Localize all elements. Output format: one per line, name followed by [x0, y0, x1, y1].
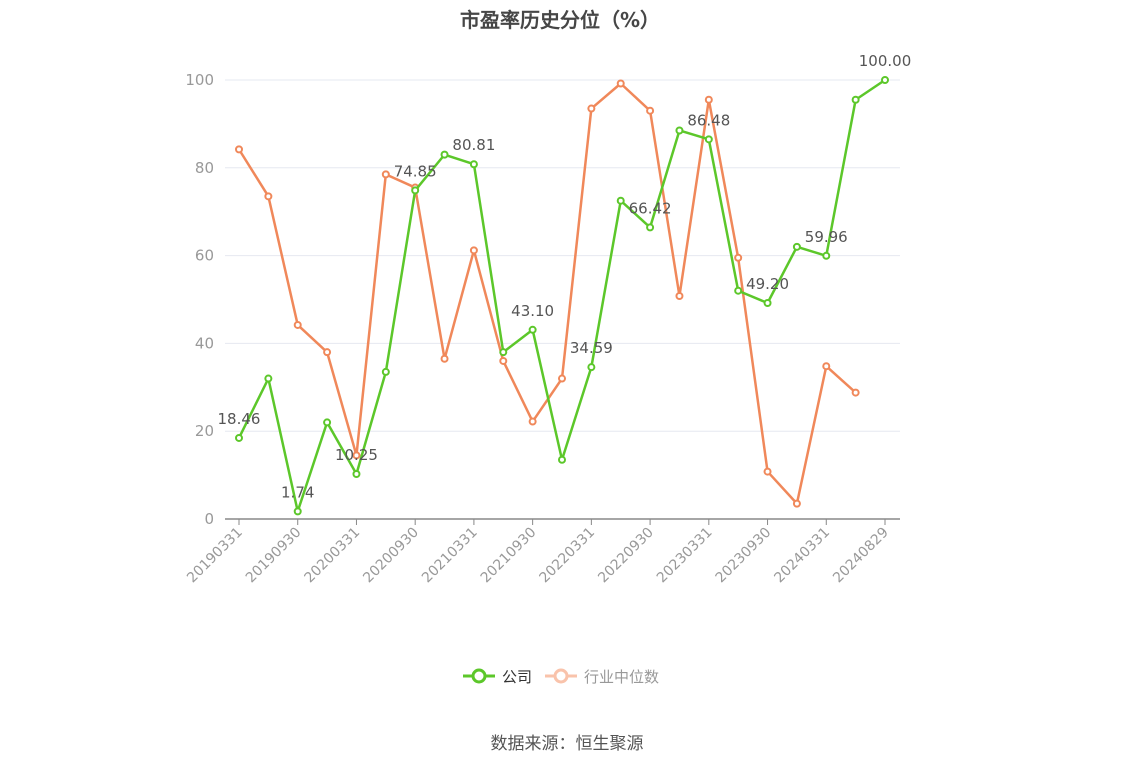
data-point-industry [734, 253, 743, 262]
data-point-company [411, 186, 420, 195]
data-point-company [235, 433, 243, 442]
legend-industry-label: 行业中位数 [584, 667, 660, 686]
data-point-company [499, 348, 508, 357]
x-tick-label: 20190331 [184, 525, 246, 587]
x-tick-label: 20220331 [536, 525, 598, 587]
data-point-company [822, 251, 831, 260]
data-point-company [792, 242, 801, 251]
data-point-company [616, 196, 625, 205]
data-point-company [704, 135, 713, 144]
y-tick-label: 40 [195, 334, 214, 352]
data-point-company [440, 150, 449, 159]
x-tick-label: 20220930 [595, 525, 657, 587]
data-point-industry [293, 320, 302, 329]
data-labels: 18.46 1.74 10.25 74.85 80.81 43.10 34.59 66.42 8… [218, 52, 912, 501]
data-point-industry [851, 388, 860, 397]
data-label: 74.85 [394, 162, 437, 180]
data-point-industry [235, 145, 243, 154]
x-tick-label: 20210930 [478, 525, 540, 587]
data-label: 18.46 [218, 410, 261, 428]
y-tick-label: 20 [195, 422, 214, 440]
series-line-industry [237, 82, 857, 505]
data-point-company [646, 223, 655, 232]
legend-item-company[interactable]: 公司 [462, 666, 532, 687]
data-point-industry [352, 451, 361, 460]
data-point-company [352, 470, 361, 479]
data-point-industry [704, 95, 713, 104]
data-point-industry [587, 104, 596, 113]
data-label: 59.96 [805, 228, 848, 246]
legend: 公司 行业中位数 [462, 664, 671, 688]
series-group [235, 76, 889, 516]
data-point-company [528, 325, 537, 334]
x-axis: 2019033120190930202003312020093020210331… [184, 518, 900, 587]
data-label: 49.20 [746, 275, 789, 293]
data-point-industry [558, 374, 566, 383]
legend-item-industry[interactable]: 行业中位数 [544, 666, 659, 687]
data-point-industry [499, 356, 508, 365]
legend-industry-marker-icon [545, 668, 578, 684]
data-point-industry [440, 354, 449, 363]
data-point-industry [792, 499, 801, 508]
data-label: 80.81 [452, 136, 495, 154]
data-point-industry [675, 291, 684, 300]
x-tick-label: 20230331 [654, 525, 716, 587]
data-label: 43.10 [511, 302, 554, 320]
x-tick-label: 20230930 [713, 525, 775, 587]
x-tick-label: 20190930 [243, 525, 305, 587]
chart-title: 市盈率历史分位（%） [459, 8, 661, 32]
data-point-industry [264, 192, 273, 201]
grid-lines [225, 79, 900, 432]
data-point-company [734, 286, 743, 295]
legend-company-marker-icon [463, 668, 495, 684]
data-point-company [881, 76, 889, 84]
data-point-company [587, 363, 596, 372]
data-point-industry [528, 417, 537, 426]
data-label: 34.59 [570, 339, 613, 357]
y-tick-label: 100 [185, 71, 214, 89]
data-point-company [469, 160, 478, 169]
data-point-company [264, 374, 273, 383]
data-point-industry [469, 246, 478, 255]
x-tick-label: 20240331 [771, 525, 833, 587]
y-tick-label: 0 [204, 510, 214, 528]
x-tick-label: 20200331 [302, 525, 364, 587]
data-point-company [763, 299, 772, 308]
data-point-industry [646, 106, 655, 115]
data-point-industry [763, 467, 772, 476]
data-point-company [558, 455, 566, 464]
data-point-industry [822, 362, 831, 371]
data-point-company [381, 367, 390, 376]
data-point-industry [616, 79, 625, 88]
data-label: 1.74 [281, 483, 314, 501]
data-label: 100.00 [859, 52, 912, 70]
data-point-industry [323, 348, 332, 357]
y-axis-ticks: 0 20 40 60 80 100 [185, 71, 214, 528]
x-tick-label: 20240829 [830, 525, 892, 587]
y-tick-label: 80 [195, 159, 214, 177]
y-tick-label: 60 [195, 247, 214, 265]
data-label: 66.42 [629, 199, 672, 217]
data-label: 86.48 [687, 111, 730, 129]
data-point-company [293, 507, 302, 516]
legend-company-label: 公司 [502, 667, 533, 686]
x-tick-label: 20210331 [419, 525, 481, 587]
data-point-company [675, 126, 684, 135]
data-point-company [851, 95, 860, 104]
data-point-industry [381, 170, 390, 179]
data-source: 数据来源：恒生聚源 [490, 734, 644, 754]
x-tick-label: 20200930 [360, 525, 422, 587]
data-point-company [323, 418, 332, 427]
data-label: 10.25 [335, 446, 378, 464]
